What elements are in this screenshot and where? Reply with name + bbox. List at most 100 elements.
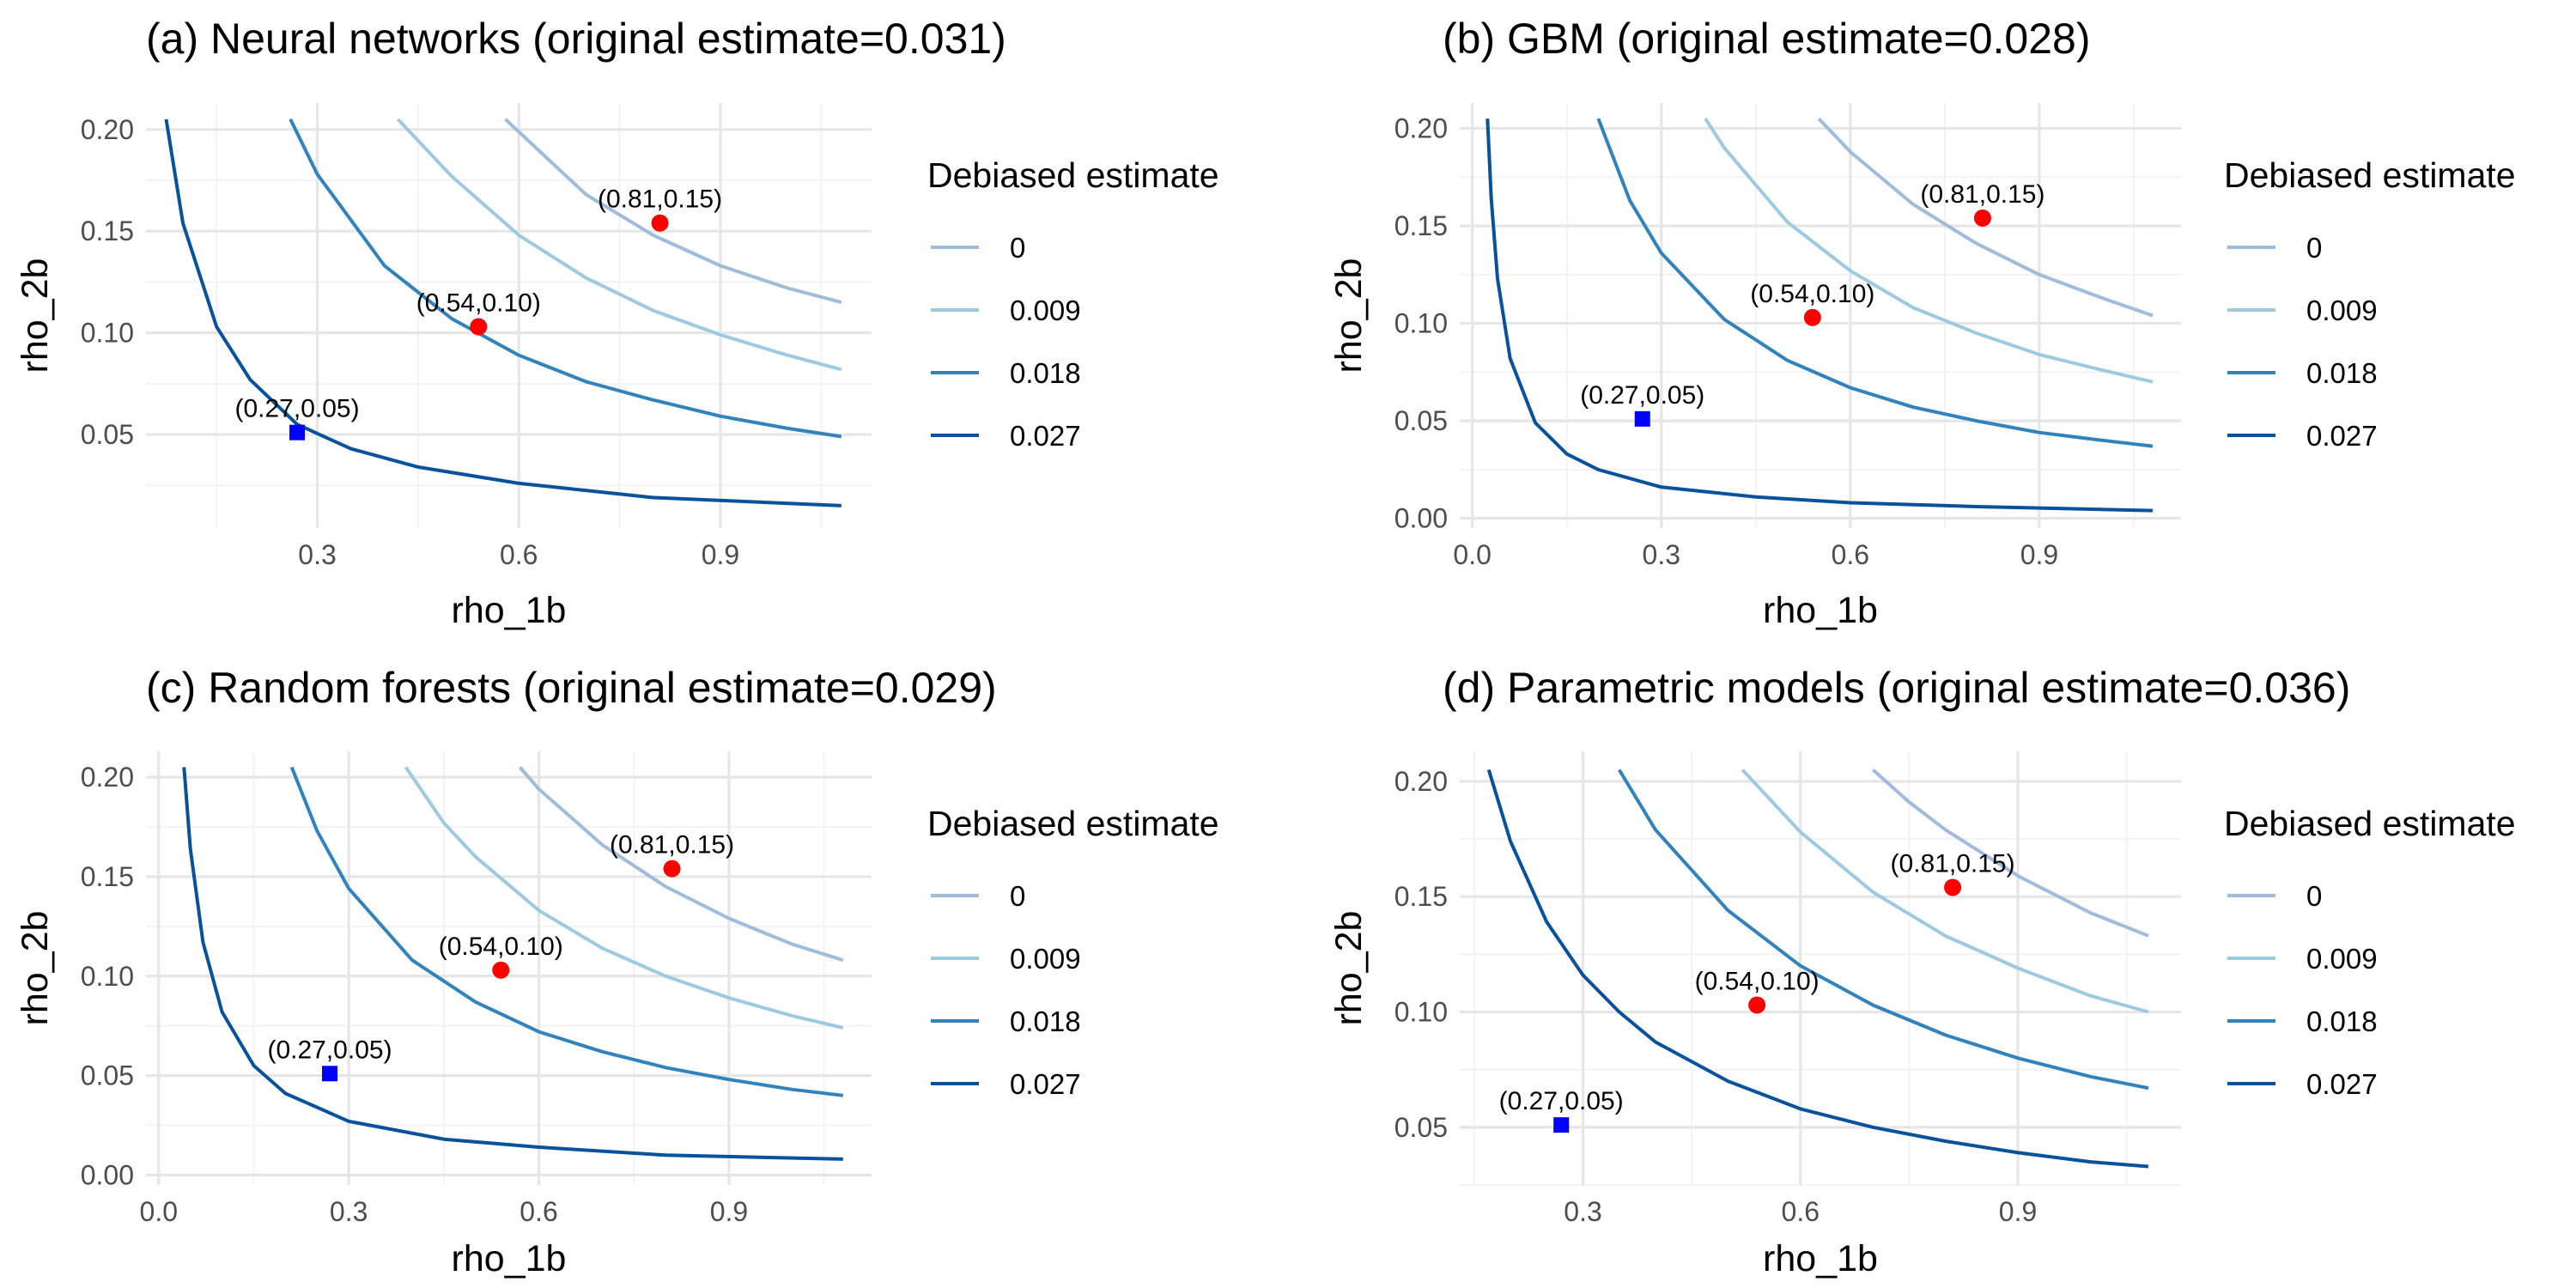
series-line-2 [289, 766, 844, 1097]
point-label: (0.81,0.15) [610, 831, 734, 860]
y-tick-label: 0.20 [81, 762, 134, 793]
point-label: (0.81,0.15) [598, 185, 722, 214]
legend-label-0: 0 [1010, 880, 1025, 912]
point-marker-square [322, 1066, 338, 1082]
x-tick-label: 0.0 [140, 1196, 178, 1227]
point-label: (0.27,0.05) [1580, 381, 1704, 410]
series-line-1 [1704, 118, 2154, 384]
y-tick-label: 0.00 [81, 1159, 134, 1190]
y-tick-label: 0.15 [81, 216, 134, 246]
x-axis-title: rho_1b [1763, 590, 1878, 631]
x-tick-label: 0.9 [702, 539, 739, 570]
panel-title: (a) Neural networks (original estimate=0… [146, 15, 1006, 63]
legend-title: Debiased estimate [2224, 804, 2516, 843]
legend-label-2: 0.018 [2306, 1005, 2378, 1037]
point-marker-circle [663, 860, 681, 878]
x-tick-label: 0.6 [500, 539, 538, 570]
point-label: (0.81,0.15) [1891, 849, 2015, 878]
series-line-3 [1485, 118, 2154, 513]
legend-label-2: 0.018 [1010, 357, 1081, 389]
series-line-3 [182, 767, 843, 1161]
x-tick-label: 0.3 [1564, 1196, 1601, 1227]
point-label: (0.27,0.05) [234, 395, 359, 423]
panel-2: 0.0 0.3 0.6 0.9 0.00 0.05 0.10 0.15 0.20 (0.81,0.… [1328, 15, 2516, 631]
point-label: (0.54,0.10) [416, 289, 541, 318]
x-tick-label: 0.6 [519, 1196, 557, 1227]
series-line-2 [1617, 769, 2149, 1091]
point-label: (0.81,0.15) [1920, 180, 2044, 209]
panel-4: 0.3 0.6 0.9 0.05 0.10 0.15 0.20 (0.81,0.15) (0.5… [1328, 664, 2516, 1279]
y-axis-title: rho_2b [15, 911, 56, 1026]
legend-label-2: 0.018 [1010, 1005, 1081, 1037]
legend-label-1: 0.009 [1010, 295, 1081, 326]
series-line-0 [1817, 117, 2154, 318]
series-line-3 [1486, 769, 2149, 1169]
point-label: (0.54,0.10) [1750, 280, 1874, 308]
legend-label-3: 0.027 [1010, 420, 1081, 452]
y-tick-label: 0.05 [81, 419, 134, 450]
legend-label-3: 0.027 [1010, 1068, 1081, 1100]
point-marker-circle [1944, 878, 1962, 896]
panel-title: (c) Random forests (original estimate=0.… [146, 664, 997, 712]
x-axis-title: rho_1b [452, 1238, 567, 1279]
y-tick-label: 0.20 [1394, 766, 1448, 797]
point-marker-circle [651, 214, 669, 232]
point-marker-circle [470, 318, 488, 336]
legend-title: Debiased estimate [2224, 155, 2516, 195]
panel-1: 0.3 0.6 0.9 0.05 0.10 0.15 0.20 (0.81,0.15) (0.5… [15, 15, 1219, 631]
legend: Debiased estimate 0 0.009 0.018 0.027 [927, 155, 1219, 452]
point-marker-circle [1803, 308, 1821, 326]
legend-title: Debiased estimate [927, 155, 1219, 195]
legend-label-0: 0 [2306, 880, 2322, 912]
x-tick-label: 0.0 [1453, 539, 1491, 570]
point-label: (0.27,0.05) [267, 1036, 392, 1064]
y-tick-label: 0.05 [1394, 405, 1448, 436]
point-label: (0.27,0.05) [1499, 1087, 1624, 1115]
series-line-1 [404, 766, 844, 1030]
legend-label-1: 0.009 [2306, 943, 2378, 975]
series-line-1 [396, 118, 842, 372]
y-tick-label: 0.15 [81, 861, 134, 892]
y-tick-label: 0.10 [1394, 997, 1448, 1028]
point-marker-circle [492, 961, 510, 979]
x-tick-label: 0.9 [710, 1196, 748, 1227]
x-tick-label: 0.6 [1832, 539, 1869, 570]
point-marker-square [1553, 1117, 1570, 1133]
y-tick-label: 0.10 [1394, 308, 1448, 339]
y-tick-label: 0.10 [81, 318, 134, 349]
point-label: (0.54,0.10) [1695, 967, 1820, 995]
legend-title: Debiased estimate [927, 804, 1219, 843]
y-tick-label: 0.05 [1394, 1112, 1448, 1143]
panel-title: (d) Parametric models (original estimate… [1443, 664, 2350, 712]
panel-title: (b) GBM (original estimate=0.028) [1443, 15, 2090, 63]
series-line-1 [1741, 769, 2149, 1014]
y-tick-label: 0.15 [1394, 881, 1448, 912]
point-marker-circle [1973, 209, 1991, 227]
x-axis-title: rho_1b [452, 590, 567, 631]
legend: Debiased estimate 0 0.009 0.018 0.027 [2224, 155, 2516, 452]
point-marker-circle [1748, 996, 1766, 1014]
y-axis-title: rho_2b [15, 258, 56, 374]
y-tick-label: 0.10 [81, 961, 134, 992]
x-tick-label: 0.3 [298, 539, 336, 570]
x-tick-label: 0.9 [2020, 539, 2058, 570]
series-line-0 [1871, 769, 2149, 938]
legend-label-0: 0 [2306, 232, 2322, 264]
legend-label-0: 0 [1010, 232, 1025, 264]
legend-label-3: 0.027 [2306, 420, 2378, 452]
legend-label-1: 0.009 [2306, 295, 2378, 326]
series-line-2 [289, 118, 842, 439]
x-tick-label: 0.3 [1643, 539, 1680, 570]
legend-label-2: 0.018 [2306, 357, 2378, 389]
x-tick-label: 0.3 [330, 1196, 368, 1227]
x-tick-label: 0.9 [1999, 1196, 2037, 1227]
series-line-3 [164, 118, 841, 507]
y-tick-label: 0.15 [1394, 210, 1448, 241]
x-axis-title: rho_1b [1763, 1238, 1878, 1279]
y-tick-label: 0.00 [1394, 503, 1448, 534]
y-axis-title: rho_2b [1328, 911, 1370, 1026]
series-line-0 [504, 118, 842, 305]
legend: Debiased estimate 0 0.009 0.018 0.027 [927, 804, 1219, 1100]
